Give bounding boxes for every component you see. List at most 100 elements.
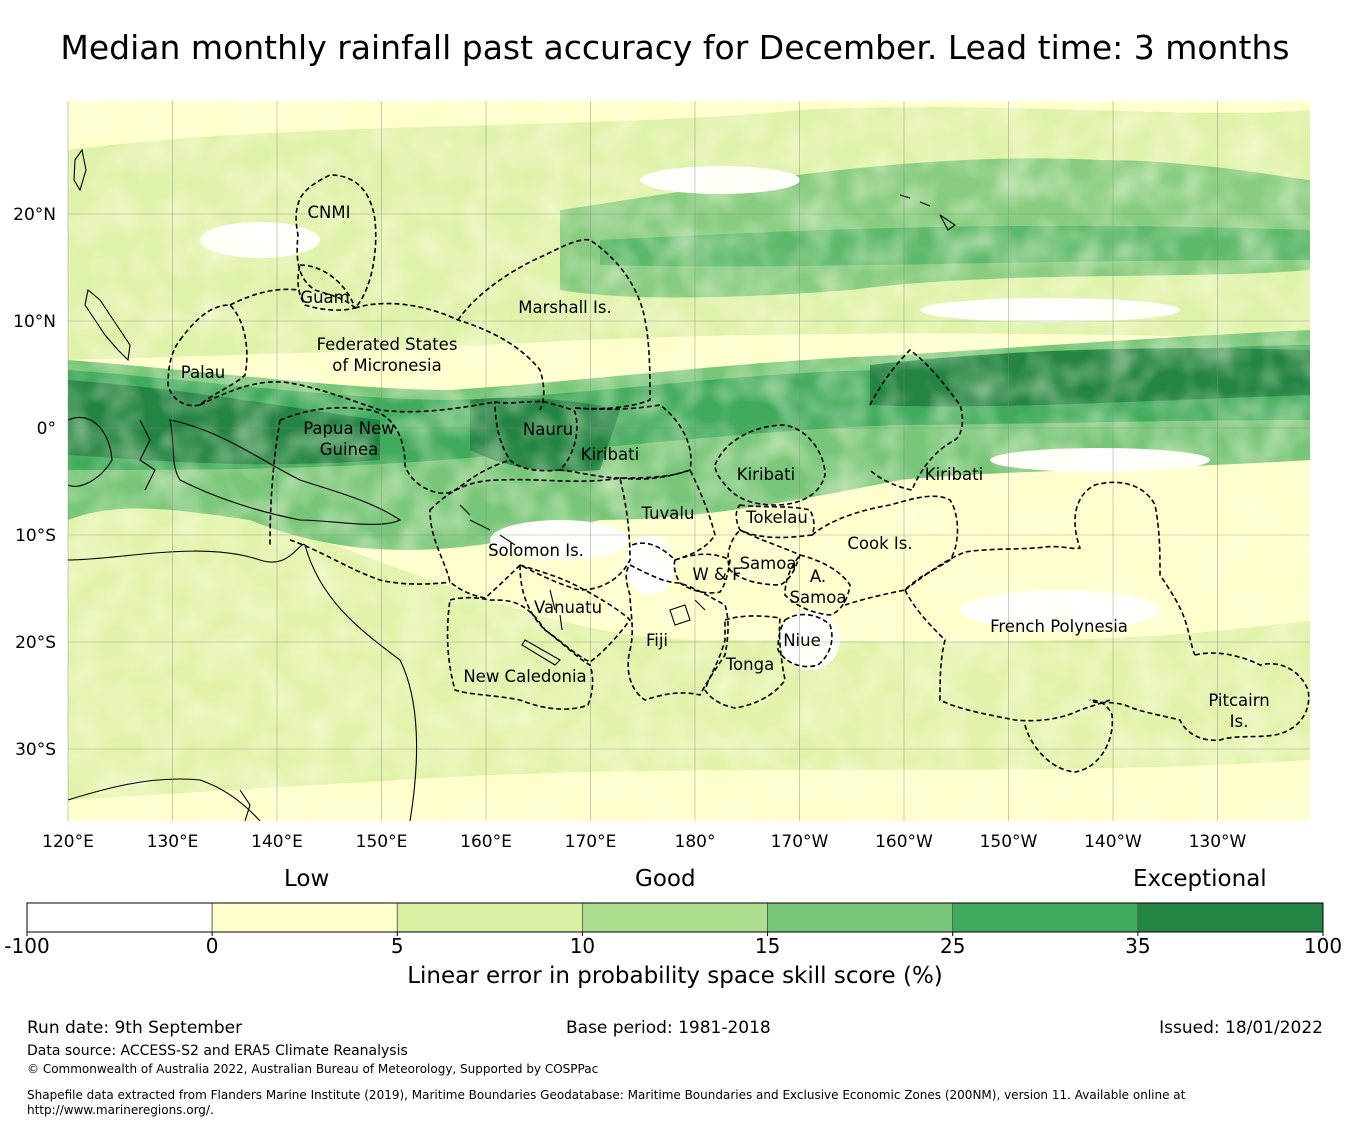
eez-niue — [777, 613, 833, 668]
eez-french-polynesia — [904, 481, 1196, 722]
region-label-fiji: Fiji — [646, 631, 668, 650]
coast-borneo — [68, 416, 113, 487]
region-label-line: Guinea — [320, 440, 379, 459]
eez-fsm — [199, 288, 545, 413]
field-texture — [68, 101, 1310, 821]
region-labels: CNMI Guam Marshall Is. Federated States of M… — [181, 203, 1270, 731]
eez-wf — [673, 553, 731, 594]
region-label-line: A. — [810, 567, 826, 586]
eez-new-caledonia — [446, 596, 594, 710]
region-label-line: Fiji — [646, 631, 668, 650]
coast-vanuatu — [549, 589, 563, 631]
category-low: Low — [284, 866, 330, 892]
lon-tick-label: 130°W — [1189, 832, 1247, 852]
eez-boundaries — [167, 174, 1310, 773]
lat-tick-label: 10°N — [13, 312, 56, 332]
coast-australia — [68, 543, 418, 821]
eez-samoa — [727, 529, 801, 586]
region-label-line: Kiribati — [737, 465, 795, 484]
colorbar-segment — [952, 902, 1139, 933]
eez-marshall — [457, 238, 651, 410]
region-label-line: CNMI — [308, 203, 351, 222]
eez-cnmi — [295, 174, 377, 310]
lat-tick-label: 10°S — [15, 526, 56, 546]
region-label-line: Samoa — [740, 554, 797, 573]
eez-kiribati-phoenix — [714, 424, 826, 506]
region-label-a-samoa: A. Samoa — [790, 567, 847, 607]
region-label-papua-new-guinea: Papua New Guinea — [303, 419, 395, 459]
lon-tick-label: 140°E — [251, 832, 303, 852]
eez-solomon — [429, 477, 631, 599]
colorbar-title: Linear error in probability space skill … — [407, 963, 943, 989]
region-label-line: W & F — [692, 565, 741, 584]
eez-cook — [811, 495, 959, 606]
region-label-palau: Palau — [181, 363, 225, 382]
eez-palau — [167, 304, 248, 407]
region-label-tokelau: Tokelau — [745, 508, 808, 527]
lon-tick-label: 160°W — [875, 832, 933, 852]
region-label-solomon-is: Solomon Is. — [488, 541, 584, 560]
lon-tick-label: 120°E — [42, 832, 94, 852]
region-label-w-f: W & F — [692, 565, 741, 584]
region-label-cnmi: CNMI — [308, 203, 351, 222]
lon-tick-label: 130°E — [147, 832, 199, 852]
lon-tick-label: 150°W — [980, 832, 1038, 852]
region-label-line: Palau — [181, 363, 225, 382]
region-label-line: Tonga — [725, 655, 774, 674]
region-label-line: French Polynesia — [990, 617, 1128, 636]
lon-tick-label: 140°W — [1084, 832, 1142, 852]
eez-pitcairn — [1089, 652, 1310, 742]
region-label-line: Federated States — [317, 335, 458, 354]
lon-tick-label: 160°E — [460, 832, 512, 852]
colorbar-segment — [767, 902, 954, 933]
lat-tick-label: 20°S — [15, 633, 56, 653]
eez-kiribati-gilbert — [559, 404, 692, 479]
region-label-federated-states-of-micronesia: Federated States of Micronesia — [317, 335, 458, 375]
region-label-french-polynesia: French Polynesia — [990, 617, 1128, 636]
colorbar-tick-label: 35 — [1125, 934, 1150, 958]
colorbar-tick-label: 5 — [391, 934, 404, 958]
region-label-line: Papua New — [303, 419, 395, 438]
coast-fiji — [669, 599, 706, 626]
region-label-kiribati-line: Kiribati — [925, 465, 983, 484]
coast-taiwan — [73, 148, 87, 192]
region-label-samoa: Samoa — [740, 554, 797, 573]
chart-title: Median monthly rainfall past accuracy fo… — [60, 28, 1290, 67]
lon-tick-label: 180° — [675, 832, 716, 852]
coast-philippines — [84, 288, 131, 362]
shapefile-url: http://www.marineregions.org/. — [27, 1103, 214, 1117]
shapefile-credit: Shapefile data extracted from Flanders M… — [27, 1088, 1186, 1102]
eez-tonga — [704, 615, 786, 709]
eez-png — [269, 406, 511, 585]
colorbar-tick-label: -100 — [4, 934, 49, 958]
colorbar-segment — [582, 902, 768, 933]
colorbar-tick-label: 25 — [940, 934, 965, 958]
eez-pitcairn-west — [1024, 699, 1114, 773]
skill-field — [68, 101, 1310, 821]
run-date: Run date: 9th September — [27, 1018, 243, 1038]
region-label-line: Tokelau — [745, 508, 808, 527]
colorbar-tick-label: 100 — [1304, 934, 1342, 958]
lon-tick-label: 170°E — [565, 832, 617, 852]
coast-new-guinea — [169, 419, 402, 525]
region-label-tuvalu: Tuvalu — [641, 504, 695, 523]
coast-solomons — [459, 504, 516, 546]
lat-tick-label: 30°S — [15, 740, 56, 760]
eez-nauru — [494, 400, 578, 472]
region-label-line: New Caledonia — [463, 667, 586, 686]
issued-date: Issued: 18/01/2022 — [1159, 1018, 1323, 1038]
eez-tuvalu — [619, 469, 716, 561]
colorbar-segment — [1137, 902, 1324, 933]
region-label-marshall-is: Marshall Is. — [518, 298, 611, 317]
region-label-new-caledonia: New Caledonia — [463, 667, 586, 686]
region-label-kiribati-phoenix: Kiribati — [737, 465, 795, 484]
region-label-tonga: Tonga — [725, 655, 774, 674]
region-label-line: Samoa — [790, 588, 847, 607]
category-exceptional: Exceptional — [1133, 866, 1267, 892]
region-label-nauru: Nauru — [523, 420, 573, 439]
region-label-line: Vanuatu — [534, 598, 602, 617]
eez-fiji — [625, 564, 729, 701]
colorbar-frame — [26, 902, 1324, 933]
region-label-line: Cook Is. — [847, 534, 912, 553]
